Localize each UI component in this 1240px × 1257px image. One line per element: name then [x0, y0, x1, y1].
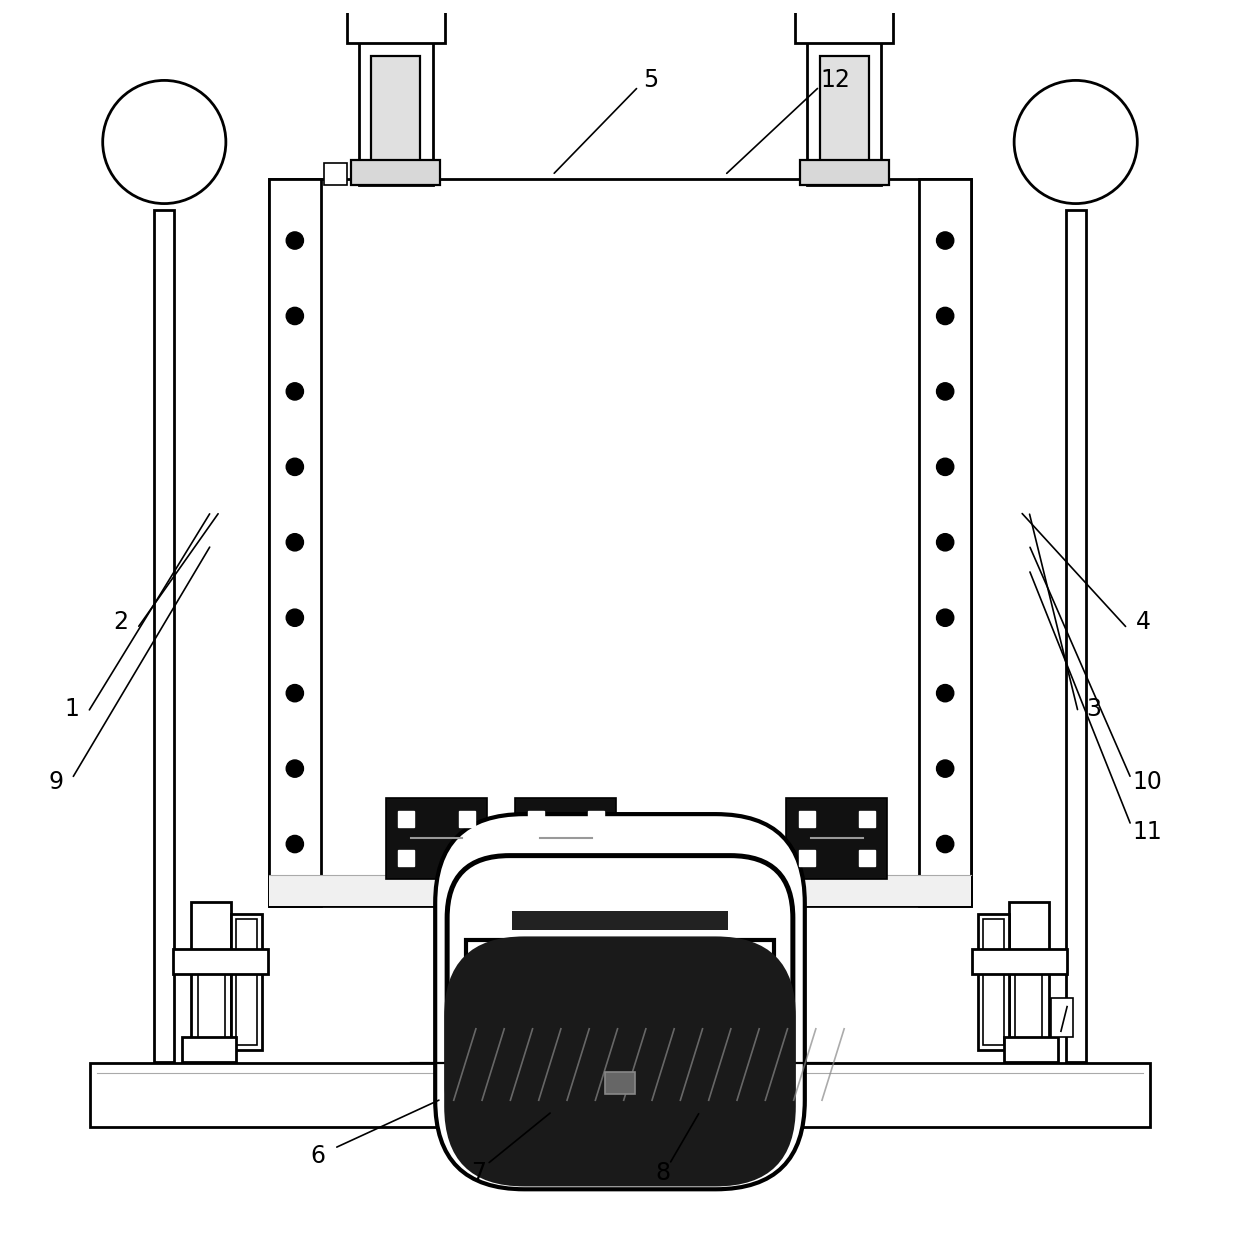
Bar: [1052, 998, 1074, 1037]
Text: 8: 8: [656, 1161, 671, 1185]
Text: 1: 1: [64, 696, 79, 720]
Circle shape: [936, 610, 954, 626]
Circle shape: [286, 231, 304, 249]
Bar: [919, 178, 971, 905]
Text: 9: 9: [48, 771, 63, 794]
Bar: [172, 949, 268, 974]
Bar: [1009, 903, 1049, 1062]
Bar: [800, 161, 889, 185]
Bar: [588, 811, 604, 827]
Bar: [528, 850, 543, 866]
Circle shape: [286, 760, 304, 777]
Bar: [820, 55, 869, 178]
Text: 5: 5: [644, 68, 658, 93]
Bar: [1066, 210, 1085, 1062]
Circle shape: [286, 685, 304, 701]
Bar: [269, 178, 321, 905]
Bar: [786, 798, 888, 879]
Text: 11: 11: [1132, 820, 1162, 843]
Bar: [1016, 968, 1043, 1056]
FancyBboxPatch shape: [435, 815, 805, 1189]
Bar: [459, 811, 475, 827]
Bar: [371, 55, 420, 178]
Bar: [236, 919, 257, 1045]
Bar: [795, 9, 894, 44]
Circle shape: [936, 308, 954, 324]
Bar: [588, 850, 604, 866]
Bar: [269, 875, 971, 905]
Bar: [91, 1063, 1149, 1128]
Circle shape: [936, 383, 954, 400]
Bar: [231, 914, 262, 1050]
Bar: [398, 811, 414, 827]
Bar: [605, 1072, 635, 1094]
Circle shape: [286, 836, 304, 852]
Bar: [516, 798, 616, 879]
Circle shape: [286, 610, 304, 626]
Bar: [351, 161, 440, 185]
Bar: [325, 163, 346, 185]
Circle shape: [286, 534, 304, 551]
Bar: [269, 178, 971, 905]
Circle shape: [936, 685, 954, 701]
Bar: [512, 910, 728, 930]
Bar: [386, 798, 487, 879]
Bar: [346, 9, 445, 44]
Text: 6: 6: [311, 1144, 326, 1168]
FancyBboxPatch shape: [444, 936, 796, 1187]
Bar: [466, 940, 774, 1076]
Bar: [978, 914, 1009, 1050]
Circle shape: [936, 534, 954, 551]
Circle shape: [103, 80, 226, 204]
Text: 12: 12: [821, 68, 851, 93]
Bar: [398, 850, 414, 866]
Circle shape: [286, 308, 304, 324]
Text: 10: 10: [1132, 771, 1162, 794]
Circle shape: [936, 459, 954, 475]
Bar: [459, 850, 475, 866]
Bar: [197, 968, 224, 1056]
Circle shape: [936, 760, 954, 777]
Bar: [807, 19, 882, 185]
Text: 4: 4: [1136, 611, 1151, 635]
Bar: [859, 811, 875, 827]
Bar: [191, 903, 231, 1062]
Bar: [155, 210, 174, 1062]
Text: 3: 3: [1086, 696, 1101, 720]
Circle shape: [286, 383, 304, 400]
Circle shape: [936, 836, 954, 852]
Bar: [859, 850, 875, 866]
Bar: [972, 949, 1068, 974]
FancyBboxPatch shape: [448, 856, 792, 1148]
Text: 2: 2: [114, 611, 129, 635]
Circle shape: [286, 459, 304, 475]
Circle shape: [1014, 80, 1137, 204]
Text: 7: 7: [471, 1161, 486, 1185]
Bar: [528, 811, 543, 827]
Bar: [181, 1037, 236, 1062]
Bar: [358, 19, 433, 185]
Bar: [799, 850, 815, 866]
Bar: [799, 811, 815, 827]
Bar: [1004, 1037, 1059, 1062]
Bar: [983, 919, 1004, 1045]
Circle shape: [936, 231, 954, 249]
